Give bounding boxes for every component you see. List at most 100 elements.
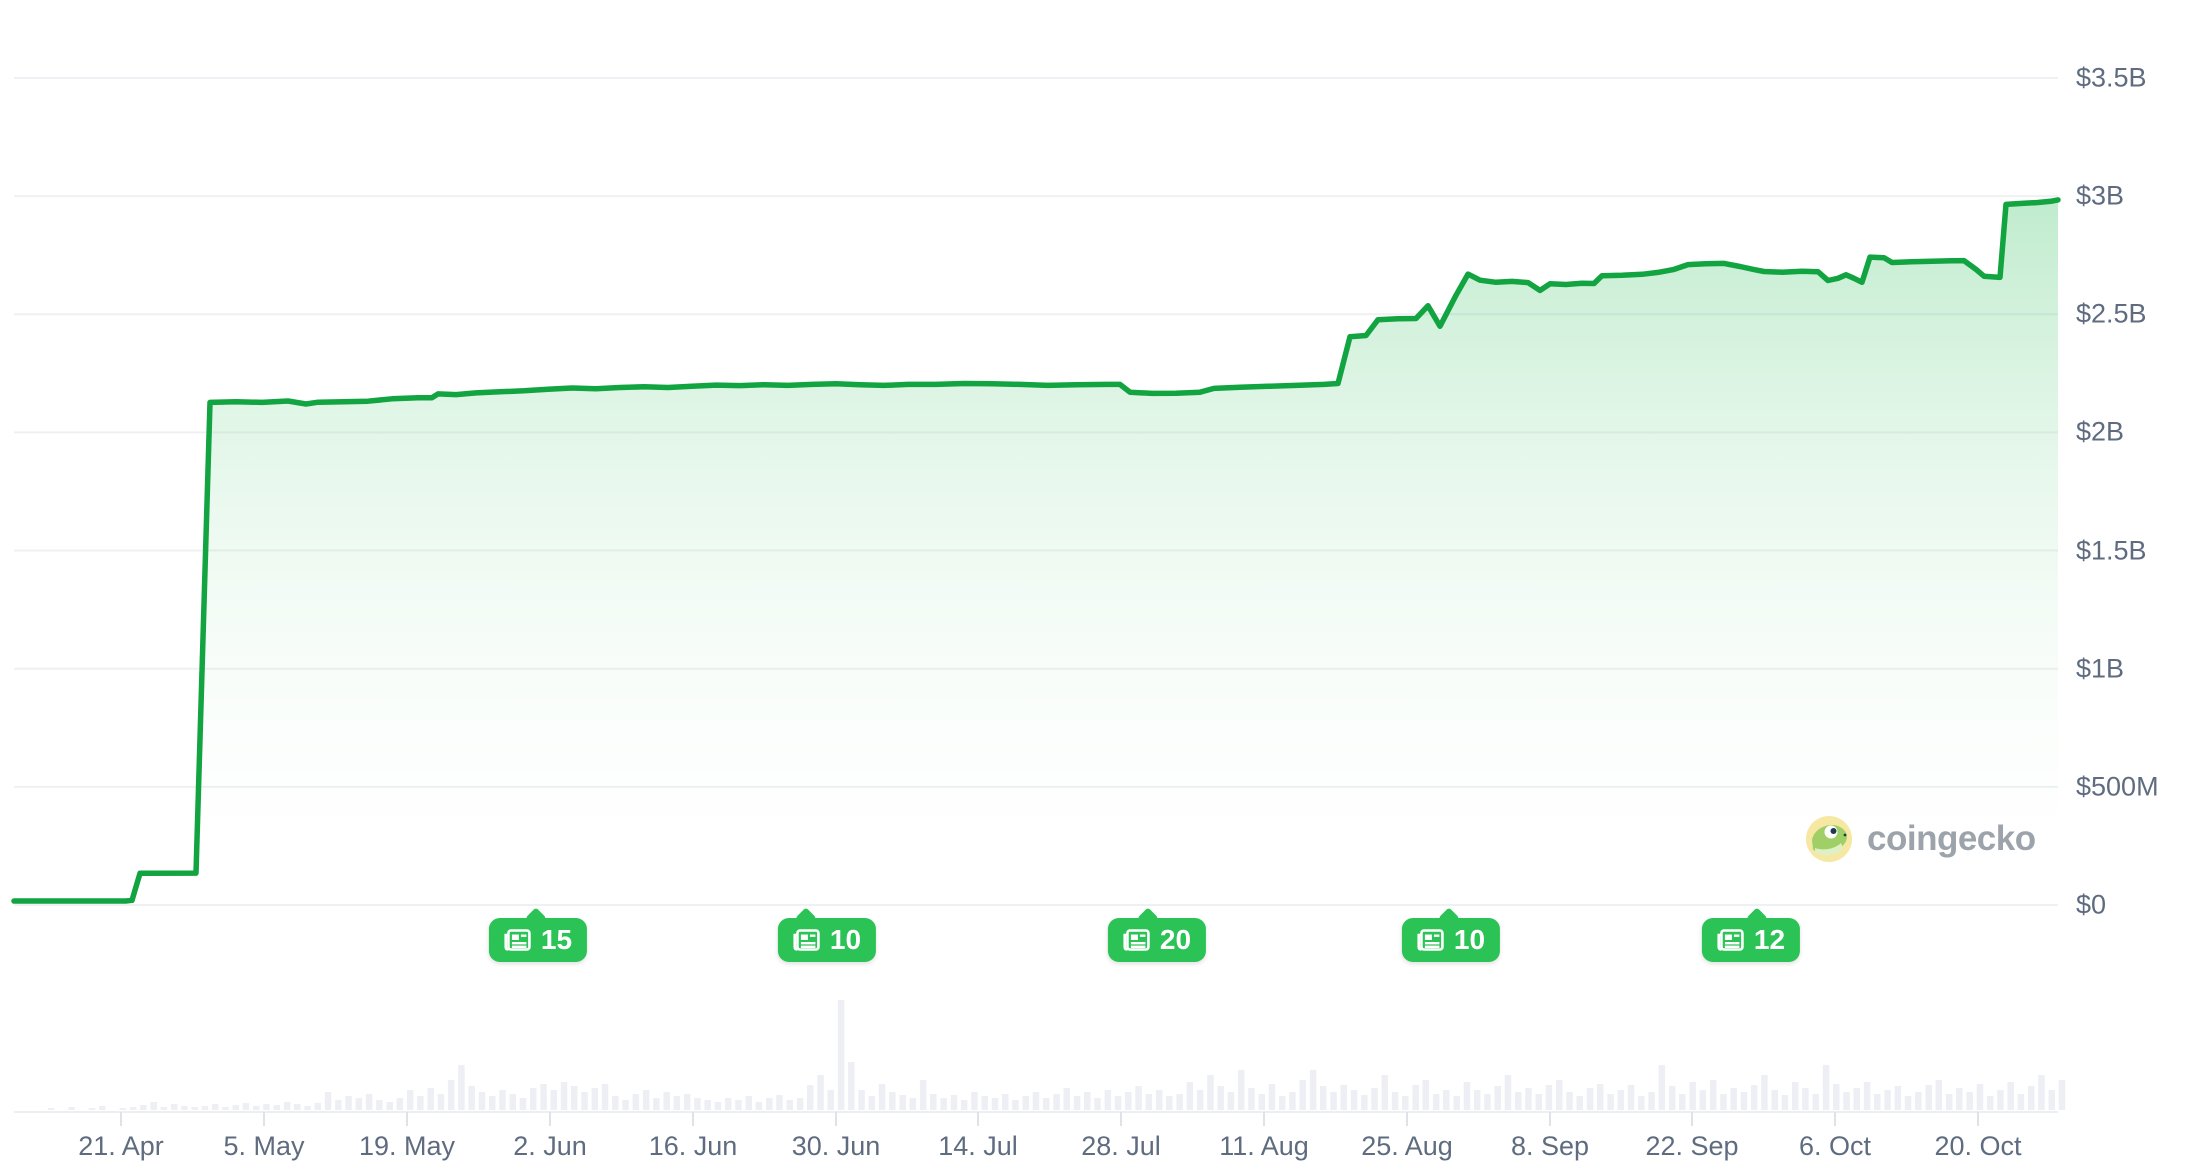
volume-bar (324, 1092, 332, 1110)
volume-bar (1915, 1092, 1922, 1110)
volume-bar (2038, 1075, 2045, 1110)
volume-bar (622, 1100, 629, 1110)
volume-bar (365, 1094, 373, 1110)
volume-bar (796, 1098, 804, 1110)
news-count: 20 (1159, 924, 1192, 955)
volume-bar (1894, 1086, 1902, 1110)
volume-bar (1648, 1092, 1655, 1110)
volume-bar (1279, 1096, 1286, 1110)
y-axis-tick-label: $0 (2076, 889, 2107, 920)
volume-bar (1453, 1096, 1460, 1110)
news-badge[interactable]: 10 (777, 907, 877, 962)
volume-bar (1689, 1082, 1696, 1110)
y-axis-tick-label: $3.5B (2076, 62, 2147, 93)
volume-bar (1443, 1090, 1450, 1110)
volume-bar (540, 1084, 547, 1110)
x-axis-tick-label: 2. Jun (513, 1131, 587, 1161)
volume-bar (191, 1107, 198, 1110)
volume-bar (663, 1092, 670, 1110)
volume-bar (560, 1082, 568, 1110)
volume-bar (376, 1100, 383, 1110)
news-badge[interactable]: 12 (1701, 907, 1801, 962)
y-axis-tick-label: $500M (2076, 771, 2159, 802)
volume-bar (1012, 1100, 1019, 1110)
volume-bar (437, 1094, 445, 1110)
volume-bar (601, 1084, 609, 1110)
volume-bar (273, 1105, 280, 1110)
volume-bar (1597, 1084, 1604, 1110)
volume-bar (478, 1092, 486, 1110)
volume-bar (1997, 1090, 2004, 1110)
volume-bar (499, 1090, 506, 1110)
news-count: 15 (540, 924, 573, 955)
volume-bar (1802, 1088, 1809, 1110)
volume-bar (129, 1107, 137, 1110)
volume-bar (848, 1062, 855, 1110)
volume-bar (1709, 1080, 1717, 1110)
volume-bar (1248, 1088, 1255, 1110)
y-axis-tick-label: $3B (2076, 180, 2125, 211)
volume-bar (755, 1102, 763, 1110)
newspaper-icon (1123, 929, 1150, 951)
volume-bar (960, 1100, 968, 1110)
volume-bar (1792, 1082, 1799, 1110)
volume-bar (786, 1100, 793, 1110)
volume-bar (1966, 1092, 1973, 1110)
volume-bar (283, 1102, 291, 1110)
volume-bar (909, 1098, 917, 1110)
volume-bar (1771, 1090, 1778, 1110)
volume-bar (745, 1096, 752, 1110)
volume-bar (1976, 1084, 1984, 1110)
volume-bar (232, 1105, 239, 1110)
news-badge[interactable]: 10 (1401, 907, 1501, 962)
volume-bar (919, 1080, 927, 1110)
x-axis-tick-label: 25. Aug (1361, 1131, 1453, 1161)
volume-bar (2007, 1082, 2014, 1110)
volume-bar (335, 1100, 342, 1110)
volume-bar (1422, 1080, 1430, 1110)
volume-bar (776, 1095, 783, 1110)
volume-bar (581, 1092, 588, 1110)
volume-bar (1237, 1070, 1245, 1110)
volume-bar (889, 1092, 896, 1110)
volume-bar (2058, 1080, 2066, 1110)
volume-bar (1463, 1082, 1471, 1110)
volume-bar (1258, 1094, 1265, 1110)
volume-bar (1904, 1096, 1912, 1110)
coingecko-logo-icon (1806, 816, 1852, 862)
news-badge[interactable]: 15 (488, 907, 588, 962)
volume-bar (458, 1065, 465, 1110)
volume-bar (1073, 1096, 1081, 1110)
volume-bar (314, 1103, 321, 1110)
volume-bar (1679, 1094, 1686, 1110)
volume-bar (1740, 1092, 1748, 1110)
volume-bar (1309, 1070, 1317, 1110)
x-axis-tick-label: 28. Jul (1081, 1131, 1161, 1161)
volume-bar (714, 1102, 722, 1110)
volume-bar (735, 1100, 742, 1110)
volume-bar (1002, 1094, 1009, 1110)
volume-bar (827, 1090, 834, 1110)
price-line (11, 197, 2061, 904)
volume-bar (642, 1090, 650, 1110)
volume-bar (930, 1094, 937, 1110)
news-count: 10 (829, 924, 862, 955)
volume-bar (1022, 1096, 1029, 1110)
volume-bar (294, 1104, 301, 1110)
volume-bar (1412, 1085, 1419, 1110)
volume-bar (211, 1104, 219, 1110)
volume-bar (971, 1092, 978, 1110)
volume-bar (1535, 1094, 1542, 1110)
volume-bar (1812, 1094, 1819, 1110)
volume-bar (2017, 1094, 2025, 1110)
volume-bar (140, 1105, 147, 1110)
volume-bar (519, 1098, 527, 1110)
y-axis-tick-label: $2.5B (2076, 298, 2147, 329)
volume-bar (1371, 1088, 1378, 1110)
news-badge[interactable]: 20 (1107, 907, 1207, 962)
volume-bar (837, 1000, 845, 1110)
volume-bar (447, 1080, 455, 1110)
volume-bar (1402, 1096, 1409, 1110)
volume-bar (1627, 1085, 1635, 1110)
